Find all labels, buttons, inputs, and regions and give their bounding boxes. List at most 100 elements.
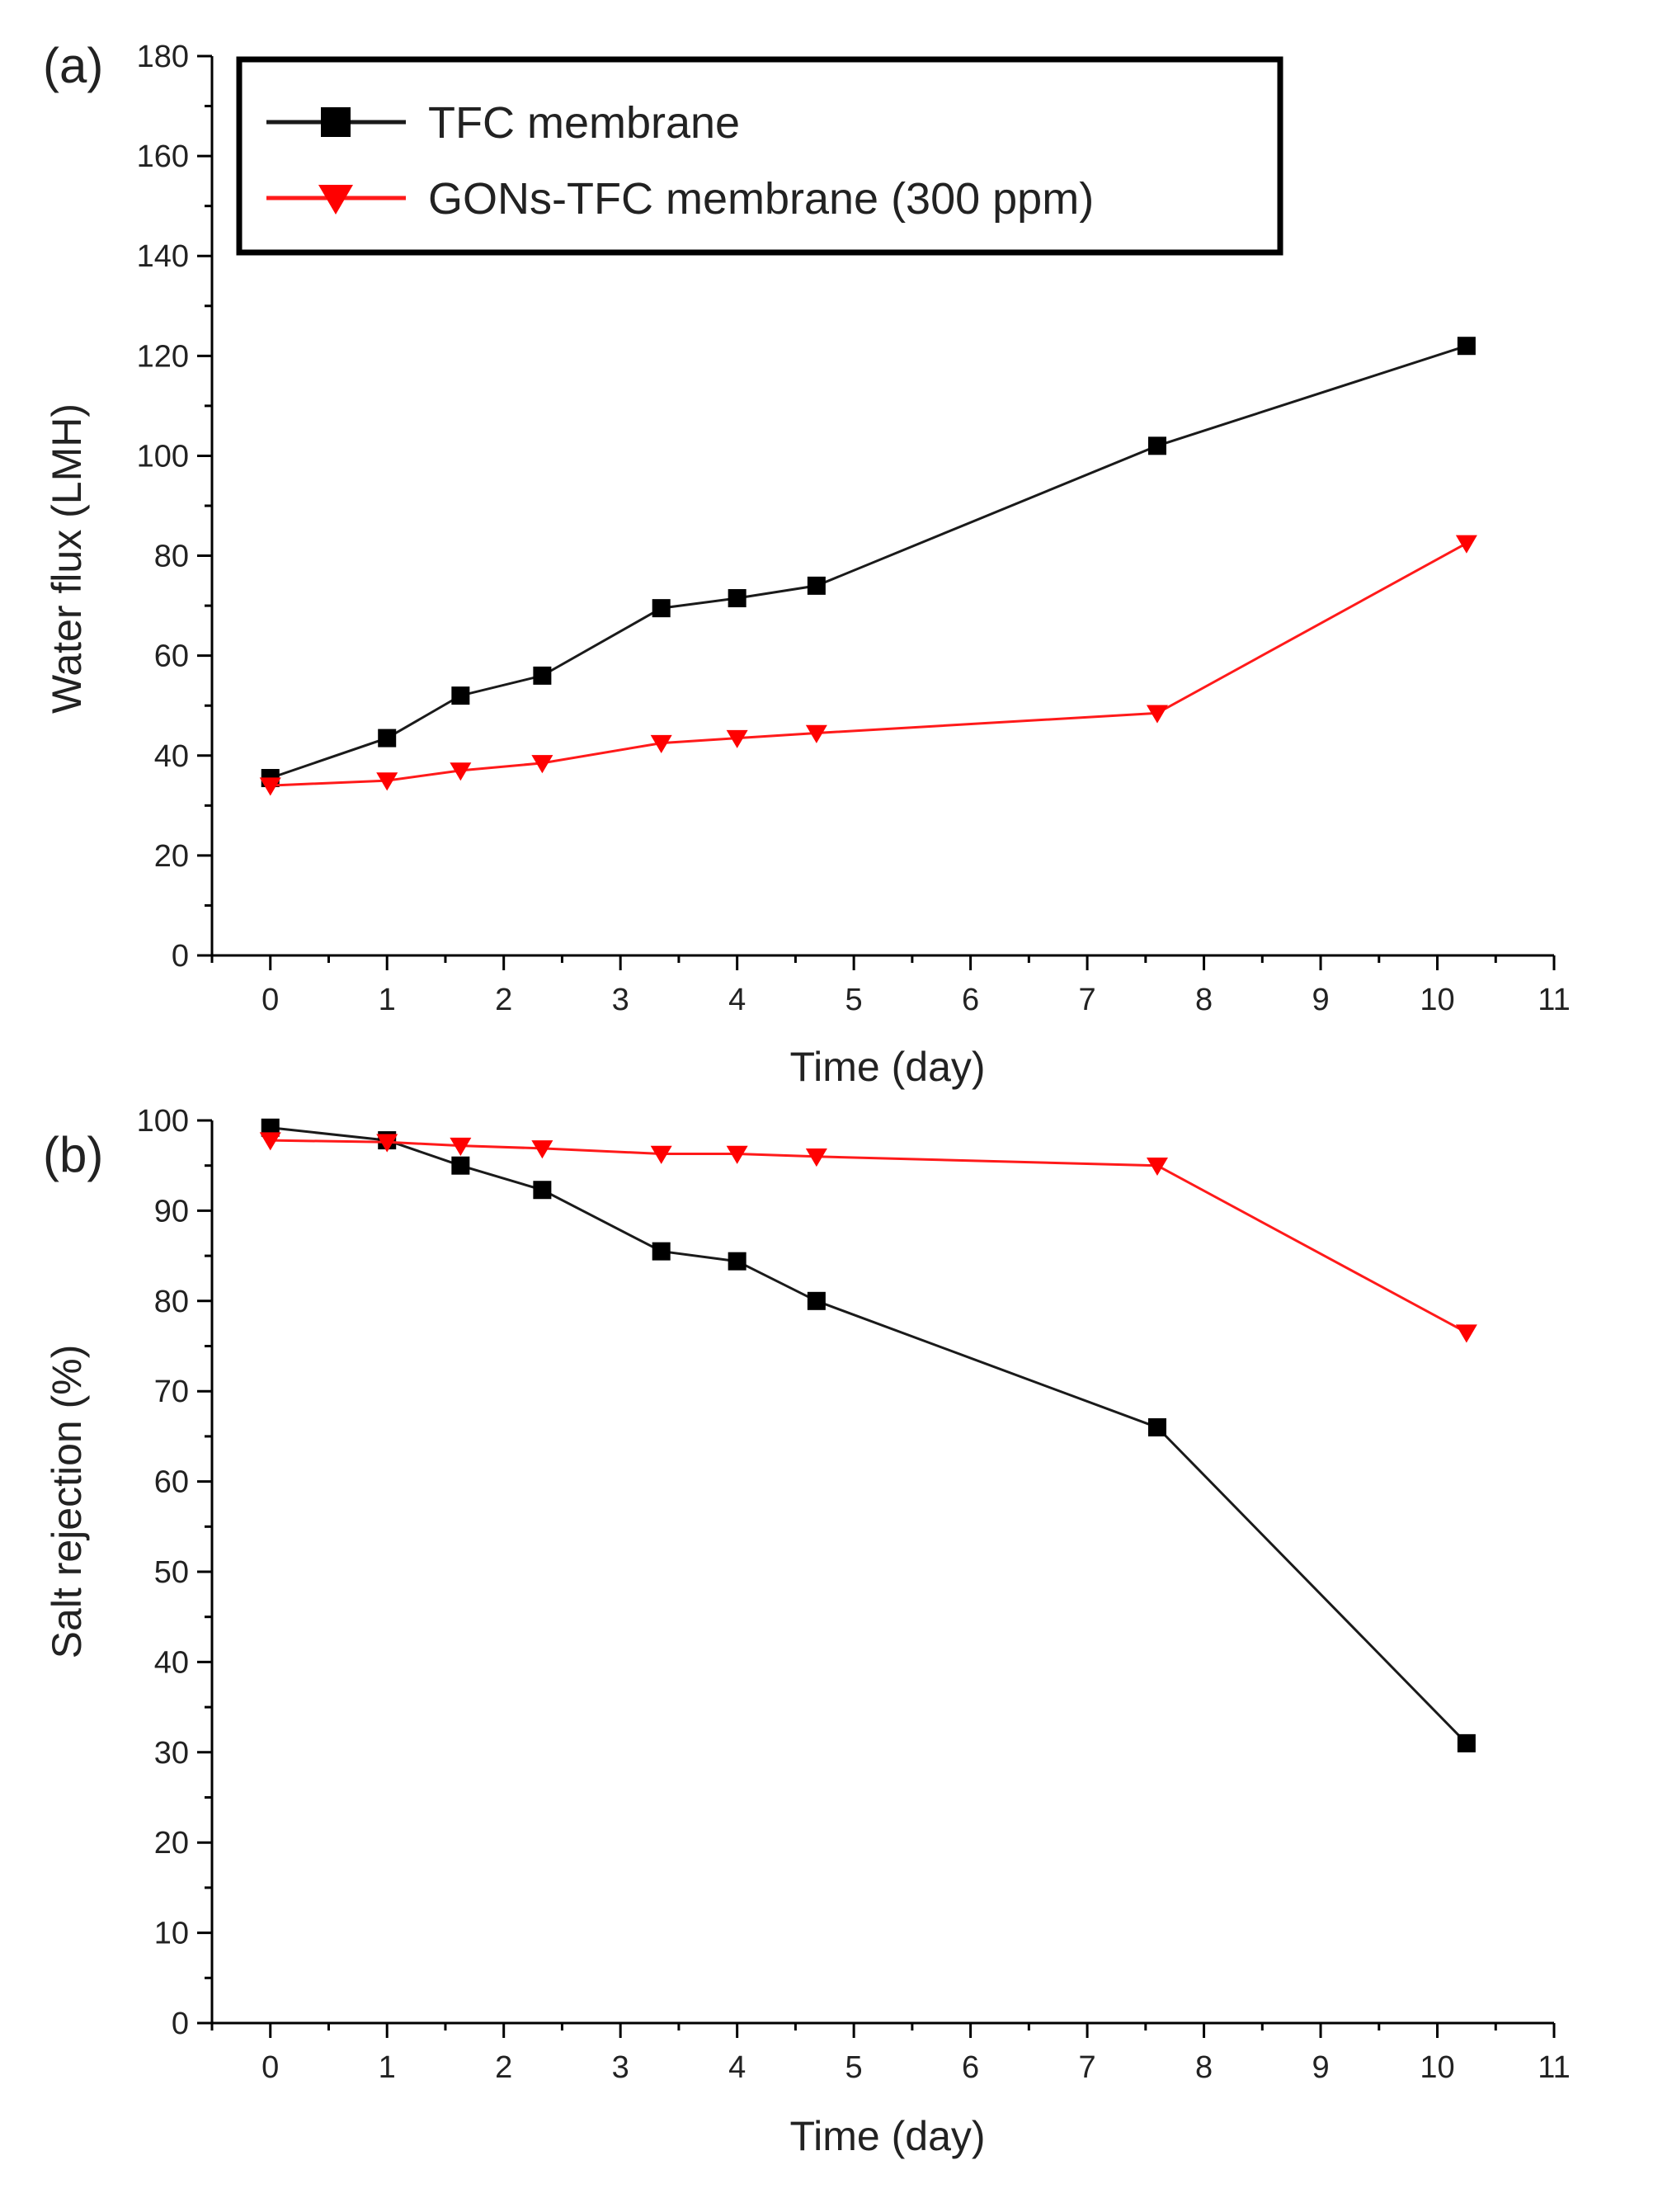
data-point-square bbox=[1457, 337, 1476, 356]
data-point-square bbox=[533, 666, 552, 685]
data-point-square bbox=[1457, 1733, 1476, 1752]
y-tick-label-b: 0 bbox=[172, 2007, 189, 2041]
data-point-triangle bbox=[726, 1145, 748, 1164]
series-line-b-gons bbox=[270, 1139, 1467, 1334]
data-point-square bbox=[728, 1252, 747, 1271]
panel-a-water-flux: (a) Water flux (LMH) Time (day) 02040608… bbox=[43, 38, 1571, 1090]
x-tick-label-b: 8 bbox=[1195, 2050, 1213, 2085]
series-a bbox=[259, 337, 1477, 796]
data-point-square bbox=[533, 1181, 552, 1200]
series-line-a-tfc bbox=[270, 344, 1467, 780]
data-point-triangle bbox=[650, 734, 672, 753]
data-point-triangle bbox=[531, 755, 553, 774]
x-tick-label-a: 0 bbox=[261, 983, 279, 1017]
y-tick-label-a: 80 bbox=[154, 540, 189, 574]
data-point-triangle bbox=[376, 1134, 398, 1153]
y-tick-label-b: 40 bbox=[154, 1645, 189, 1680]
axes-b: 0 10 20 30 40 50 60 70 80 90 100 0 1 2 3 4 5 6 7 8 9 10 11 bbox=[137, 1104, 1571, 2085]
x-tick-label-a: 4 bbox=[728, 983, 746, 1017]
data-point-square bbox=[451, 1156, 470, 1175]
x-tick-label-a: 5 bbox=[845, 983, 863, 1017]
data-point-square bbox=[807, 576, 826, 595]
y-tick-label-b: 80 bbox=[154, 1285, 189, 1319]
y-tick-label-b: 100 bbox=[137, 1104, 189, 1139]
data-point-square bbox=[1147, 436, 1166, 455]
x-tick-label-b: 4 bbox=[728, 2050, 746, 2085]
x-tick-label-a: 8 bbox=[1195, 983, 1213, 1017]
panel-b-salt-rejection: (b) Salt rejection (%) Time (day) 010203… bbox=[43, 1104, 1571, 2159]
data-point-square bbox=[652, 1242, 671, 1261]
x-tick-label-b: 11 bbox=[1538, 2050, 1570, 2085]
x-axis-title-b: Time (day) bbox=[789, 2113, 985, 2159]
y-tick-label-b: 50 bbox=[154, 1555, 189, 1590]
y-axis-title-a: Water flux (LMH) bbox=[44, 403, 90, 714]
x-tick-label-b: 0 bbox=[261, 2050, 279, 2085]
data-point-square bbox=[807, 1291, 826, 1310]
legend-label-gons: GONs-TFC membrane (300 ppm) bbox=[428, 174, 1094, 224]
y-tick-label-a: 140 bbox=[137, 239, 189, 274]
data-point-triangle bbox=[376, 772, 398, 791]
square-marker-icon bbox=[321, 107, 351, 137]
data-point-triangle bbox=[259, 1132, 281, 1151]
y-axis-title-b: Salt rejection (%) bbox=[44, 1345, 90, 1659]
y-tick-label-a: 40 bbox=[154, 739, 189, 774]
x-tick-label-a: 2 bbox=[495, 983, 512, 1017]
series-line-b-tfc bbox=[270, 1126, 1467, 1744]
data-point-triangle bbox=[726, 729, 748, 748]
data-point-square bbox=[652, 599, 671, 618]
y-tick-label-b: 10 bbox=[154, 1917, 189, 1951]
x-tick-label-b: 1 bbox=[379, 2050, 396, 2085]
x-tick-label-a: 6 bbox=[962, 983, 979, 1017]
x-tick-label-a: 9 bbox=[1312, 983, 1329, 1017]
y-tick-label-a: 20 bbox=[154, 839, 189, 874]
axes-a: 0 20 40 60 80 100 120 140 160 180 0 1 2 3 4 5 6 7 8 9 10 11 bbox=[137, 40, 1571, 1017]
series-b bbox=[259, 1118, 1477, 1752]
data-point-triangle bbox=[531, 1140, 553, 1159]
x-axis-title-a: Time (day) bbox=[789, 1044, 985, 1090]
data-point-triangle bbox=[450, 1137, 472, 1156]
x-tick-label-b: 2 bbox=[495, 2050, 512, 2085]
data-point-square bbox=[451, 686, 470, 705]
x-tick-label-a: 10 bbox=[1420, 983, 1454, 1017]
x-tick-label-b: 5 bbox=[845, 2050, 863, 2085]
x-tick-label-a: 3 bbox=[612, 983, 629, 1017]
data-point-square bbox=[728, 589, 747, 608]
y-tick-label-a: 120 bbox=[137, 339, 189, 374]
legend-entry-tfc: TFC membrane bbox=[266, 98, 740, 148]
series-line-a-gons bbox=[270, 542, 1467, 787]
legend-box bbox=[236, 56, 1283, 256]
x-tick-label-a: 7 bbox=[1079, 983, 1096, 1017]
legend-entry-gons: GONs-TFC membrane (300 ppm) bbox=[266, 174, 1094, 224]
y-tick-label-b: 70 bbox=[154, 1375, 189, 1409]
x-tick-label-b: 7 bbox=[1079, 2050, 1096, 2085]
y-tick-label-b: 60 bbox=[154, 1465, 189, 1500]
panel-label-b: (b) bbox=[43, 1127, 103, 1182]
data-point-triangle bbox=[450, 762, 472, 781]
x-tick-label-b: 3 bbox=[612, 2050, 629, 2085]
data-point-triangle bbox=[1146, 1157, 1168, 1177]
data-point-square bbox=[1147, 1417, 1166, 1436]
y-tick-label-b: 90 bbox=[154, 1194, 189, 1229]
data-point-triangle bbox=[1146, 705, 1168, 724]
x-tick-label-a: 11 bbox=[1538, 983, 1570, 1017]
data-point-triangle bbox=[805, 724, 827, 743]
data-point-square bbox=[378, 729, 397, 748]
y-tick-label-a: 100 bbox=[137, 439, 189, 474]
data-point-triangle bbox=[805, 1148, 827, 1167]
x-tick-label-b: 6 bbox=[962, 2050, 979, 2085]
y-tick-label-a: 0 bbox=[172, 939, 189, 974]
y-tick-label-b: 30 bbox=[154, 1736, 189, 1771]
legend-label-tfc: TFC membrane bbox=[428, 98, 740, 148]
y-tick-label-a: 180 bbox=[137, 40, 189, 74]
y-tick-label-a: 60 bbox=[154, 639, 189, 674]
legend: TFC membrane GONs-TFC membrane (300 ppm) bbox=[236, 56, 1283, 256]
down-triangle-marker-icon bbox=[318, 185, 353, 215]
x-tick-label-b: 10 bbox=[1420, 2050, 1454, 2085]
x-tick-label-a: 1 bbox=[379, 983, 396, 1017]
y-tick-label-b: 20 bbox=[154, 1826, 189, 1861]
x-tick-label-b: 9 bbox=[1312, 2050, 1329, 2085]
panel-label-a: (a) bbox=[43, 38, 103, 93]
data-point-square bbox=[261, 1118, 280, 1137]
y-tick-label-a: 160 bbox=[137, 139, 189, 174]
